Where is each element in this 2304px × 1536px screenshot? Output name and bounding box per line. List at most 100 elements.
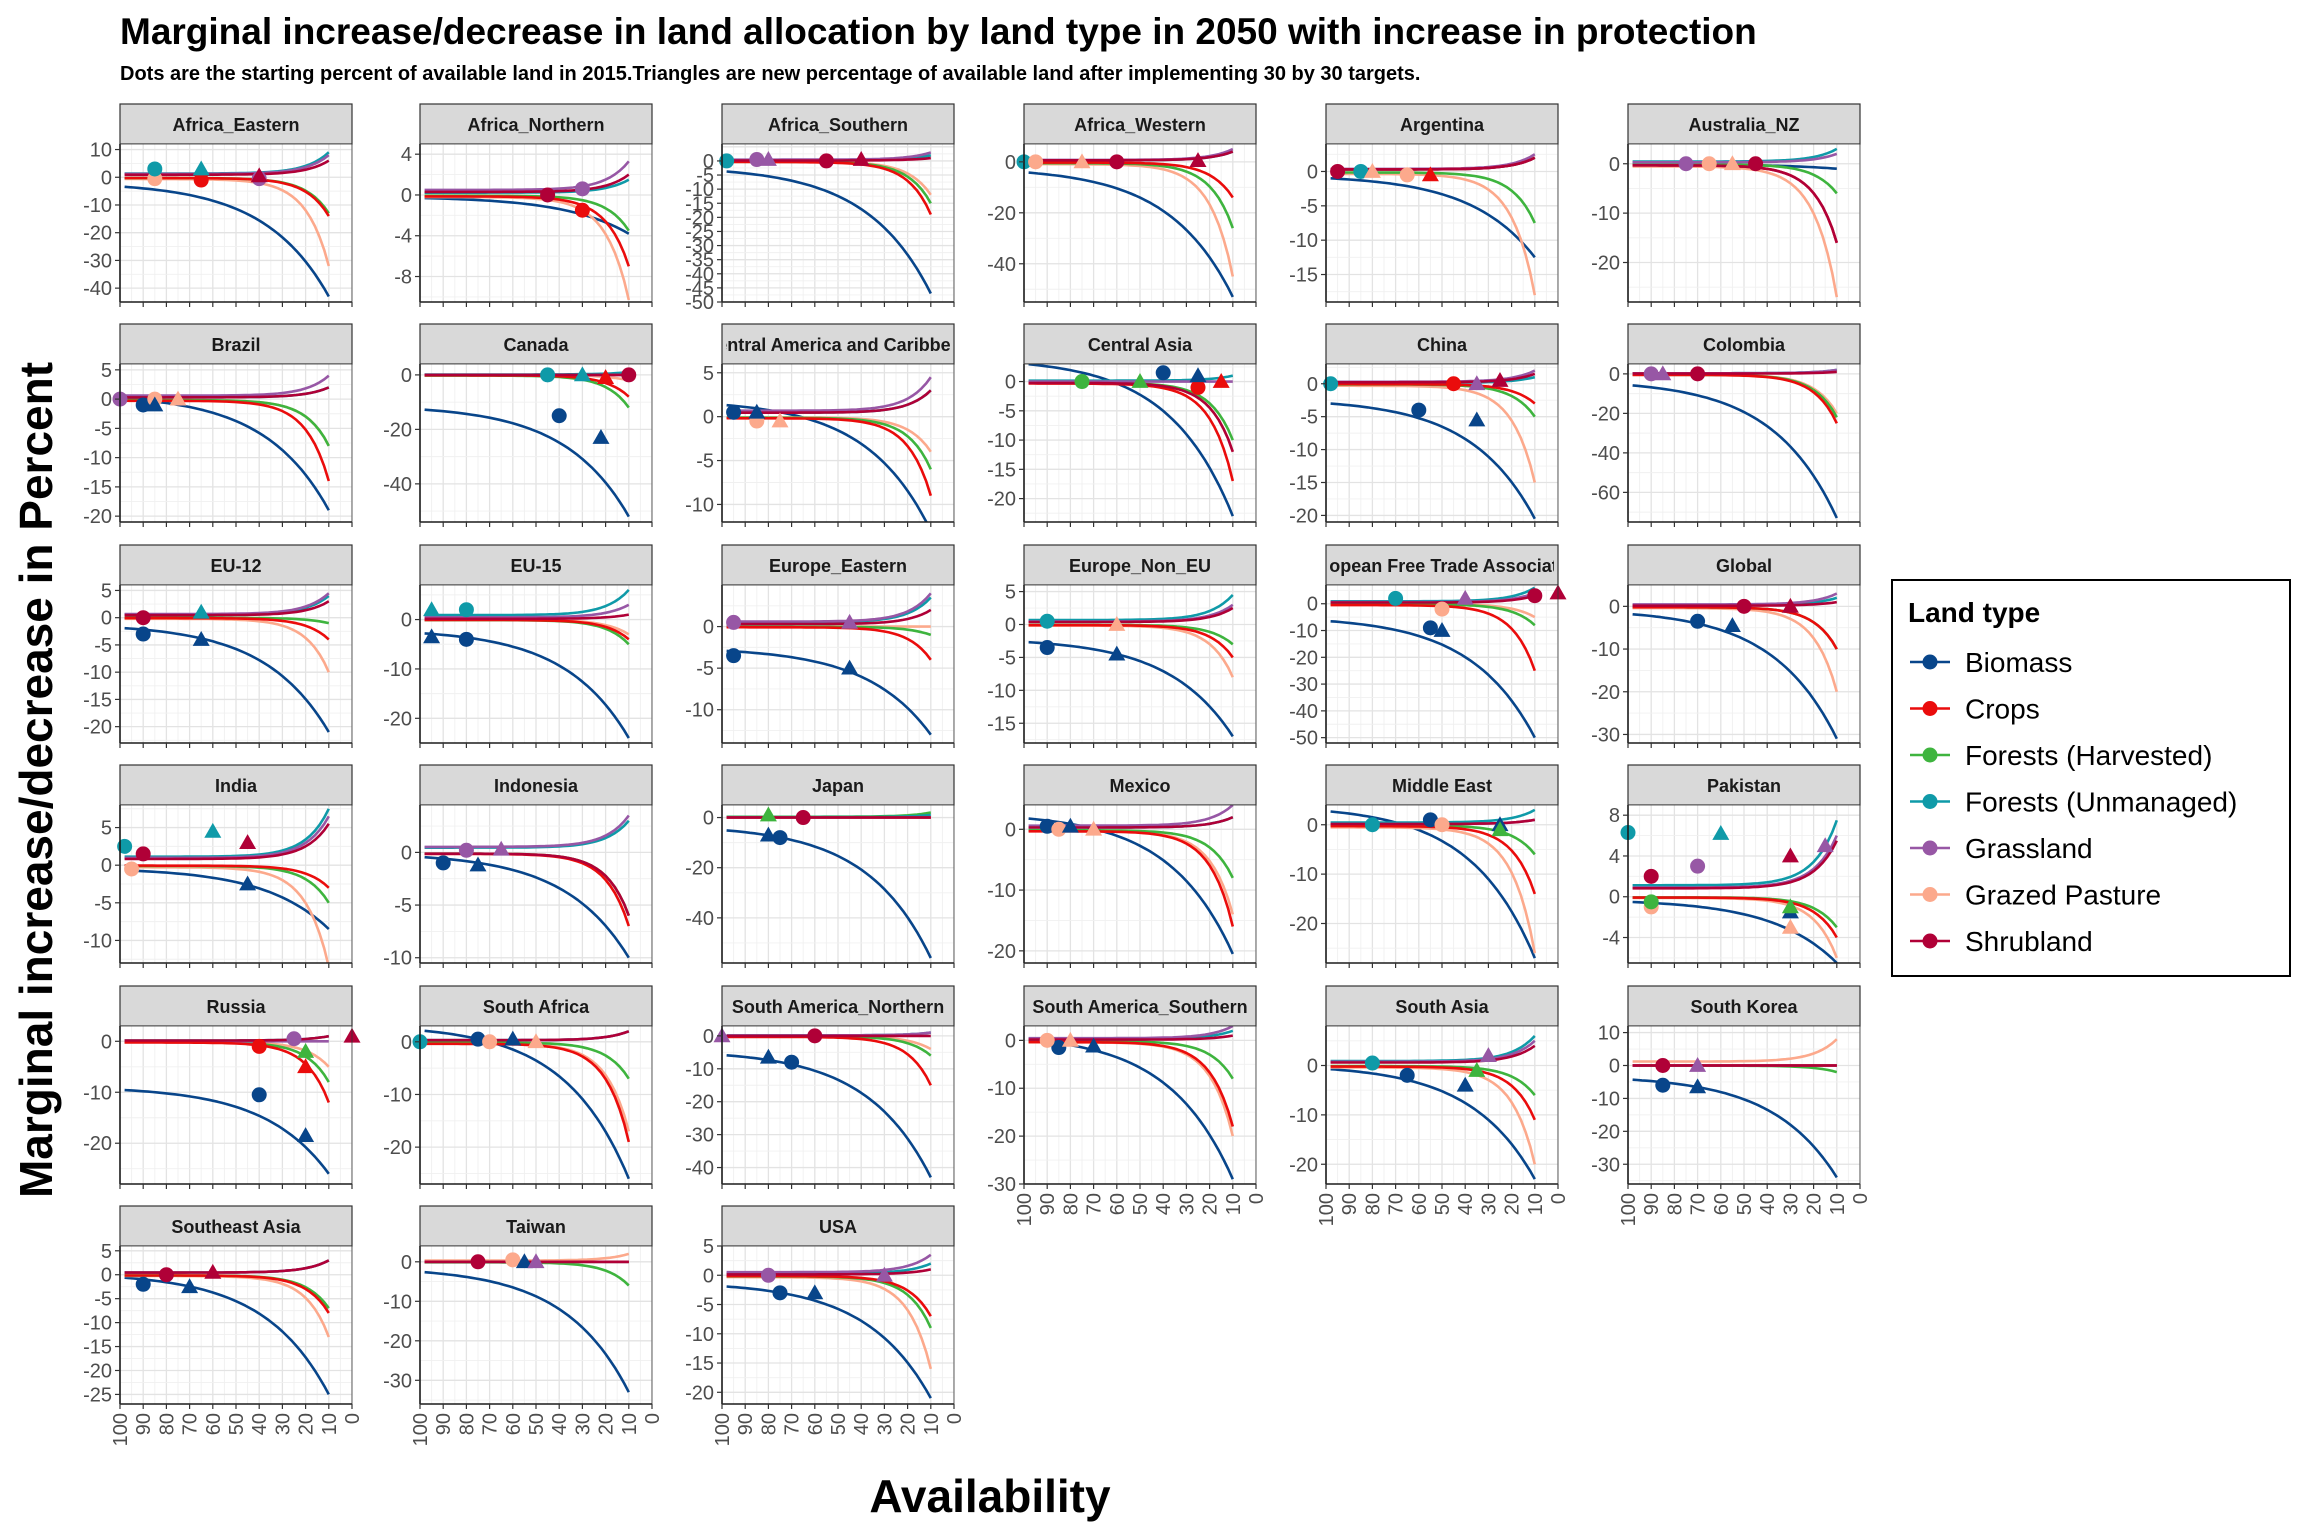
start-point	[726, 614, 742, 630]
y-tick-label: -4	[394, 226, 412, 248]
x-tick-label: 10	[1827, 1193, 1849, 1215]
y-tick-label: 0	[401, 365, 412, 387]
target-point	[192, 630, 210, 646]
facet-label: Australia_NZ	[1688, 115, 1799, 135]
x-tick-label: 60	[203, 1413, 225, 1435]
gridlines	[1024, 585, 1256, 743]
facet-label: Africa_Northern	[467, 115, 604, 135]
y-tick-label: -10	[685, 1059, 714, 1081]
y-tick-label: -15	[1289, 473, 1318, 495]
series-line	[424, 588, 630, 617]
start-point	[117, 838, 133, 854]
series-line	[726, 608, 932, 626]
target-point	[1781, 918, 1799, 934]
x-tick-label: 0	[1246, 1193, 1268, 1204]
target-point	[181, 1278, 199, 1294]
y-tick-label: -20	[1289, 1154, 1318, 1176]
markers	[117, 822, 257, 891]
facet-label: South Asia	[1395, 997, 1489, 1017]
start-point	[1039, 640, 1055, 656]
y-tick-label: -5	[1300, 407, 1318, 429]
series-lines	[1330, 586, 1537, 739]
gridlines	[120, 1246, 352, 1404]
y-tick-label: -10	[987, 680, 1016, 702]
facet-label: Africa_Southern	[768, 115, 908, 135]
target-point	[239, 875, 257, 891]
y-tick-label: 0	[1307, 161, 1318, 183]
legend-dot	[1922, 654, 1938, 670]
x-tick-label: 20	[596, 1413, 618, 1435]
target-point	[1131, 373, 1149, 388]
start-point	[1655, 1058, 1671, 1073]
start-point	[551, 408, 567, 424]
y-tick-label: 0	[401, 842, 412, 864]
x-tick-label: 80	[1664, 1193, 1686, 1215]
series-line	[424, 855, 630, 959]
series-line	[124, 1276, 330, 1396]
gridlines	[420, 1026, 652, 1184]
x-tick-label: 40	[851, 1413, 873, 1435]
target-point	[852, 151, 870, 166]
y-tick-label: -10	[987, 1078, 1016, 1100]
markers	[135, 603, 210, 646]
y-tick-label: 0	[1609, 1056, 1620, 1078]
target-point	[469, 856, 487, 872]
start-point	[147, 161, 163, 177]
series-line	[1632, 896, 1838, 939]
target-point	[875, 1266, 893, 1282]
y-tick-label: -60	[1591, 482, 1620, 504]
markers	[1074, 365, 1230, 395]
y-tick-label: -30	[1591, 1154, 1620, 1176]
target-point	[759, 151, 777, 166]
facet-strip	[119, 1205, 353, 1247]
series-line	[1028, 623, 1234, 659]
series-line	[1028, 593, 1234, 622]
series-lines	[124, 592, 330, 733]
series-line	[424, 632, 630, 739]
x-tick-label: 90	[1641, 1193, 1663, 1215]
series-line	[1632, 900, 1838, 963]
y-tick-label: 5	[101, 360, 112, 382]
series-line	[424, 814, 630, 849]
series-line	[424, 852, 631, 917]
y-tick-label: 8	[1609, 805, 1620, 827]
target-point	[423, 601, 441, 617]
series-line	[424, 1030, 630, 1042]
target-point	[297, 1058, 315, 1074]
start-point	[124, 861, 140, 877]
x-tick-label: 10	[1525, 1193, 1547, 1215]
gridlines	[1326, 364, 1558, 522]
x-tick-label: 90	[1037, 1193, 1059, 1215]
target-point	[204, 1263, 222, 1279]
facet-label: Russia	[206, 997, 266, 1017]
series-line	[726, 1285, 932, 1399]
markers	[759, 806, 811, 846]
y-tick-label: -20	[987, 489, 1016, 511]
start-point	[1422, 812, 1438, 828]
start-point	[251, 1038, 267, 1054]
x-tick-label: 0	[1548, 1193, 1570, 1204]
x-tick-label: 100	[110, 1413, 132, 1446]
start-point	[540, 187, 556, 203]
markers	[251, 1027, 361, 1142]
gridlines	[420, 1246, 652, 1404]
target-point	[492, 840, 510, 856]
start-point	[1690, 858, 1706, 874]
series-lines	[124, 808, 330, 963]
facet-strip	[419, 1205, 653, 1247]
y-tick-label: -30	[685, 236, 714, 258]
facet-strip	[1627, 323, 1861, 365]
start-point	[1051, 1040, 1067, 1056]
x-tick-label: 50	[828, 1413, 850, 1435]
target-point	[1061, 817, 1079, 833]
legend-item: Shrubland	[1910, 926, 2093, 957]
markers	[540, 366, 637, 444]
series-line	[726, 829, 932, 959]
x-tick-label: 30	[272, 1413, 294, 1435]
start-point	[772, 1285, 788, 1301]
y-tick-label: -30	[83, 250, 112, 272]
facet-panel: Africa_Western 0 -20 -40	[987, 103, 1257, 307]
x-tick-label: 100	[1316, 1193, 1338, 1226]
legend-item: Biomass	[1910, 647, 2072, 678]
y-tick-label: -40	[83, 278, 112, 300]
